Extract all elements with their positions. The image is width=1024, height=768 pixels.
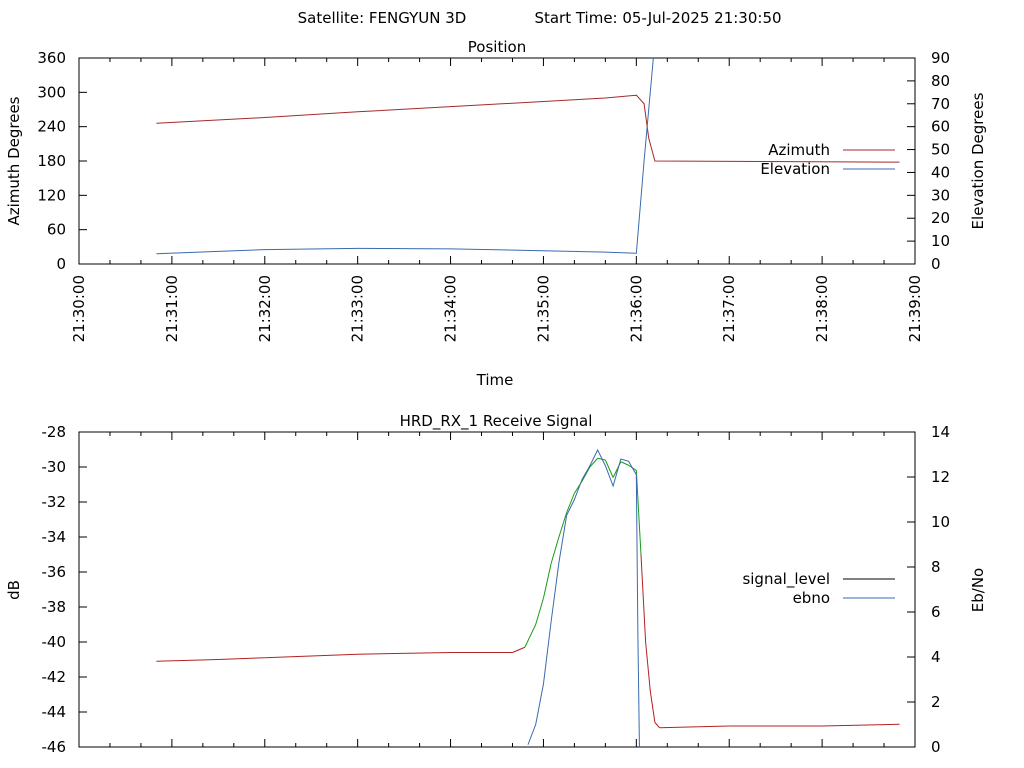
receive-y-axis-label: dB: [5, 580, 23, 600]
receive-y2-tick-label: 4: [931, 648, 941, 666]
position-x-tick-label: 21:31:00: [163, 275, 181, 342]
signal-level-segment: [659, 725, 730, 729]
position-x-tick-label: 21:36:00: [627, 275, 645, 342]
signal-level-segment: [597, 457, 606, 461]
position-x-tick-label: 21:38:00: [813, 275, 831, 342]
receive-y2-tick-label: 10: [931, 513, 950, 531]
receive-plot-frame: [78, 431, 916, 748]
position-y-tick-label: 0: [56, 255, 66, 273]
position-x-axis-label: Time: [476, 371, 514, 389]
signal-level-segment: [357, 652, 451, 655]
position-chart-title: Position: [468, 38, 526, 56]
receive-y2-axis-label: Eb/No: [969, 568, 987, 612]
signal-level-segment: [640, 554, 647, 643]
position-y-tick-label: 240: [37, 118, 66, 136]
position-y2-tick-label: 30: [931, 186, 950, 204]
signal-level-segment: [550, 536, 560, 564]
receive-y-tick-label: -36: [42, 563, 67, 581]
signal-level-segment: [822, 723, 900, 727]
position-y2-tick-label: 10: [931, 232, 950, 250]
receive-y-tick-label: -28: [42, 423, 67, 441]
elevation-series-line: [156, 58, 654, 255]
azimuth-legend-label: Azimuth: [768, 141, 830, 159]
signal-level-segment: [581, 466, 591, 482]
header-start-time: Start Time: 05-Jul-2025 21:30:50: [534, 9, 781, 27]
position-x-tick-label: 21:32:00: [256, 275, 274, 342]
signal-level-segment: [156, 659, 219, 662]
position-x-tick-label: 21:37:00: [720, 275, 738, 342]
position-y2-tick-label: 90: [931, 49, 950, 67]
position-y-tick-label: 360: [37, 49, 66, 67]
position-y2-tick-label: 40: [931, 163, 950, 181]
header-satellite: Satellite: FENGYUN 3D: [298, 9, 467, 27]
position-y2-tick-label: 0: [931, 255, 941, 273]
position-y-tick-label: 60: [47, 221, 66, 239]
signal-level-segment: [558, 512, 568, 538]
signal-level-segment: [566, 493, 575, 513]
receive-y-tick-label: -38: [42, 598, 67, 616]
position-y2-tick-label: 50: [931, 141, 950, 159]
position-y2-tick-label: 20: [931, 209, 950, 227]
signal-level-segment: [524, 624, 537, 648]
receive-y2-tick-label: 8: [931, 558, 941, 576]
receive-y2-tick-label: 14: [931, 423, 950, 441]
receive-signal-chart: HRD_RX_1 Receive Signal dB Eb/No -28 -30 -…: [5, 412, 987, 756]
receive-y-tick-label: -30: [42, 458, 67, 476]
position-y-axis-label: Azimuth Degrees: [5, 96, 23, 225]
signal-level-legend-label: signal_level: [742, 570, 830, 589]
position-x-tick-label: 21:30:00: [70, 275, 88, 342]
position-y2-axis-label: Elevation Degrees: [969, 92, 987, 229]
elevation-legend-label: Elevation: [760, 160, 830, 178]
signal-level-segment: [645, 641, 651, 692]
receive-y-tick-label: -42: [42, 668, 67, 686]
position-x-tick-label: 21:39:00: [906, 275, 924, 342]
signal-level-segment: [542, 563, 552, 599]
signal-level-segment: [604, 459, 614, 478]
position-x-tick-label: 21:35:00: [534, 275, 552, 342]
receive-y-tick-label: -32: [42, 493, 67, 511]
signal-level-segment: [218, 657, 265, 660]
signal-level-segment: [512, 646, 526, 653]
signal-level-segment: [589, 457, 599, 468]
position-x-tick-label: 21:33:00: [349, 275, 367, 342]
receive-y-tick-label: -44: [42, 703, 67, 721]
ebno-legend-label: ebno: [793, 589, 830, 607]
signal-level-segment: [649, 690, 656, 723]
position-y-tick-label: 120: [37, 186, 66, 204]
position-x-tick-label: 21:34:00: [442, 275, 460, 342]
receive-y-tick-label: -34: [42, 528, 67, 546]
signal-level-segment: [264, 653, 358, 659]
position-y-tick-label: 300: [37, 83, 66, 101]
receive-y2-tick-label: 6: [931, 603, 941, 621]
signal-level-segment: [620, 461, 629, 466]
receive-y-tick-label: -46: [42, 738, 67, 756]
receive-y2-tick-label: 2: [931, 693, 941, 711]
signal-level-segment: [654, 722, 660, 729]
signal-level-segment: [535, 598, 544, 625]
receive-y2-tick-label: 12: [931, 468, 950, 486]
position-y2-tick-label: 60: [931, 118, 950, 136]
receive-y-tick-label: -40: [42, 633, 67, 651]
position-chart: Position Time Azimuth Degrees Elevation …: [5, 38, 987, 389]
position-y2-tick-label: 80: [931, 72, 950, 90]
azimuth-series-line: [156, 94, 900, 163]
position-y-tick-label: 180: [37, 152, 66, 170]
receive-y2-tick-label: 0: [931, 738, 941, 756]
signal-level-segment: [635, 470, 642, 555]
ebno-series-line: [527, 448, 640, 747]
receive-signal-chart-title: HRD_RX_1 Receive Signal: [400, 412, 593, 431]
position-y2-tick-label: 70: [931, 95, 950, 113]
